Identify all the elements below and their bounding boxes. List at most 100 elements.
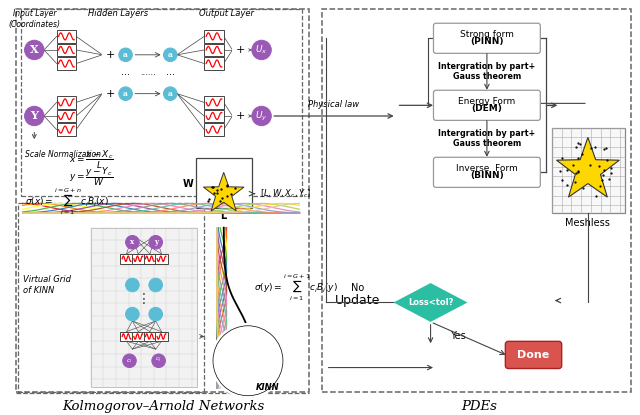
- Bar: [91, 228, 198, 387]
- Text: Virtual Grid
of KINN: Virtual Grid of KINN: [22, 275, 70, 295]
- Text: +: +: [106, 50, 115, 60]
- Circle shape: [125, 308, 139, 321]
- Circle shape: [125, 235, 139, 249]
- Bar: [143, 332, 156, 341]
- Bar: [156, 332, 168, 341]
- Text: $\sigma(y) = \sum_{i=1}^{i=G+1} c_i B_i(y)$: $\sigma(y) = \sum_{i=1}^{i=G+1} c_i B_i(…: [254, 273, 338, 303]
- Bar: [204, 110, 224, 122]
- Circle shape: [125, 278, 139, 292]
- Text: +: +: [236, 111, 245, 121]
- Text: Meshless: Meshless: [566, 218, 611, 228]
- Text: $c_i$: $c_i$: [126, 357, 132, 365]
- Circle shape: [102, 86, 118, 101]
- Text: Intergration by part+
Gauss theorem: Intergration by part+ Gauss theorem: [438, 61, 536, 81]
- Text: W: W: [183, 179, 193, 189]
- Circle shape: [24, 40, 44, 60]
- Circle shape: [24, 106, 44, 126]
- Polygon shape: [394, 283, 467, 322]
- Polygon shape: [557, 137, 620, 197]
- Text: No: No: [351, 283, 364, 293]
- Bar: [56, 57, 76, 70]
- Circle shape: [252, 40, 271, 60]
- Text: ⋮: ⋮: [137, 292, 151, 305]
- Text: $y = \dfrac{y - Y_c}{W}$: $y = \dfrac{y - Y_c}{W}$: [69, 165, 113, 188]
- Text: Intergration by part+
Gauss theorem: Intergration by part+ Gauss theorem: [438, 129, 536, 148]
- Bar: [120, 254, 133, 264]
- Bar: [204, 57, 224, 70]
- Text: $\sigma(x) = \sum_{i=1}^{i=G+n} c_i B_i(x)$: $\sigma(x) = \sum_{i=1}^{i=G+n} c_i B_i(…: [24, 186, 108, 217]
- Bar: [322, 9, 630, 392]
- Text: a: a: [168, 90, 173, 98]
- Circle shape: [149, 278, 163, 292]
- Bar: [56, 110, 76, 122]
- Text: Input Layer
(Coordinates): Input Layer (Coordinates): [8, 9, 60, 29]
- Text: Inverse  Form: Inverse Form: [456, 164, 518, 173]
- Bar: [16, 9, 309, 392]
- Text: $U_y$: $U_y$: [255, 110, 268, 122]
- Bar: [204, 30, 224, 43]
- Text: Yes: Yes: [450, 332, 466, 342]
- Text: ......: ......: [140, 68, 156, 77]
- Text: ...: ...: [166, 67, 175, 77]
- Bar: [56, 44, 76, 56]
- Circle shape: [232, 42, 248, 58]
- Text: Strong form: Strong form: [460, 30, 514, 39]
- Text: ...: ...: [121, 67, 130, 77]
- Circle shape: [252, 106, 271, 126]
- Text: PDEs: PDEs: [461, 400, 497, 413]
- Text: $U_x$: $U_x$: [255, 44, 268, 56]
- Text: Physical law: Physical law: [308, 100, 360, 109]
- Text: a: a: [168, 51, 173, 59]
- FancyBboxPatch shape: [433, 157, 540, 188]
- Bar: [132, 254, 145, 264]
- Bar: [120, 332, 133, 341]
- Bar: [204, 44, 224, 56]
- Text: (DEM): (DEM): [472, 104, 502, 113]
- Bar: [196, 158, 252, 208]
- Bar: [204, 123, 224, 136]
- Text: $c_j$: $c_j$: [156, 356, 162, 365]
- Text: Done: Done: [517, 350, 550, 360]
- Circle shape: [102, 47, 118, 63]
- FancyBboxPatch shape: [506, 341, 562, 369]
- Bar: [156, 254, 168, 264]
- FancyBboxPatch shape: [433, 90, 540, 120]
- FancyBboxPatch shape: [433, 23, 540, 54]
- Bar: [56, 30, 76, 43]
- Text: y: y: [154, 238, 158, 246]
- Text: KINN: KINN: [256, 383, 280, 393]
- Circle shape: [149, 308, 163, 321]
- Circle shape: [123, 354, 136, 368]
- Text: Scale Normalization: Scale Normalization: [24, 150, 100, 159]
- Circle shape: [119, 87, 132, 100]
- Text: +: +: [106, 89, 115, 99]
- Text: a: a: [123, 90, 128, 98]
- Text: Energy Form: Energy Form: [458, 98, 516, 106]
- Text: (PINN): (PINN): [470, 37, 504, 46]
- Bar: [20, 9, 302, 195]
- Text: Y: Y: [30, 110, 38, 122]
- Text: $x = \dfrac{x - X_c}{L}$: $x = \dfrac{x - X_c}{L}$: [69, 149, 114, 171]
- Bar: [143, 254, 156, 264]
- Text: X: X: [30, 44, 38, 56]
- Text: Hidden Layers: Hidden Layers: [88, 9, 148, 18]
- Circle shape: [119, 48, 132, 61]
- Text: $[L,W,X_c,Y_c]$: $[L,W,X_c,Y_c]$: [260, 188, 311, 200]
- Circle shape: [163, 87, 177, 100]
- Circle shape: [163, 48, 177, 61]
- Bar: [56, 123, 76, 136]
- Text: x: x: [131, 238, 134, 246]
- Text: Output Layer: Output Layer: [199, 9, 254, 18]
- Bar: [204, 96, 224, 109]
- Bar: [56, 96, 76, 109]
- Text: (BINN): (BINN): [470, 171, 504, 180]
- Text: +: +: [236, 45, 245, 55]
- Bar: [132, 332, 145, 341]
- Text: Loss<tol?: Loss<tol?: [408, 298, 453, 307]
- Circle shape: [211, 324, 285, 398]
- Circle shape: [232, 108, 248, 124]
- Bar: [552, 128, 625, 213]
- Polygon shape: [204, 172, 244, 211]
- Text: Update: Update: [335, 294, 380, 307]
- Circle shape: [152, 354, 165, 368]
